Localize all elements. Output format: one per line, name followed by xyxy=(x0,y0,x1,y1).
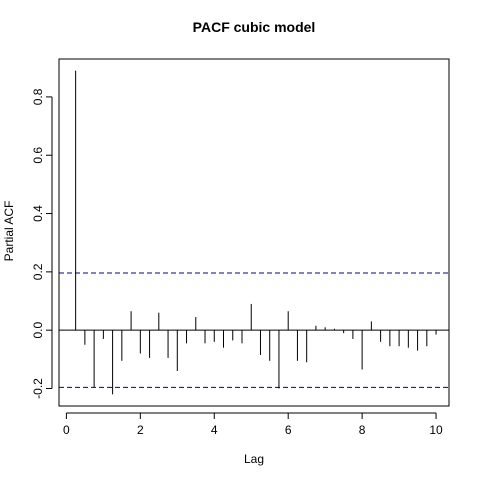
x-axis: 0 2 4 6 8 10 xyxy=(63,412,443,437)
y-axis: -0.2 0.0 0.2 0.4 0.6 0.8 xyxy=(31,88,53,399)
chart-title: PACF cubic model xyxy=(193,19,316,35)
x-tick-label: 6 xyxy=(285,423,292,437)
x-tick-label: 4 xyxy=(211,423,218,437)
x-axis-label: Lag xyxy=(244,452,264,466)
plot-area xyxy=(58,58,450,407)
y-tick-label: 0.4 xyxy=(31,205,45,222)
plot-frame xyxy=(58,58,450,407)
y-tick-label: 0.6 xyxy=(31,147,45,164)
y-tick-label: 0.2 xyxy=(31,263,45,280)
y-tick-label: 0.0 xyxy=(31,322,45,339)
y-tick-label: 0.8 xyxy=(31,88,45,105)
y-tick-label: -0.2 xyxy=(31,378,45,399)
x-tick-label: 10 xyxy=(429,423,443,437)
x-tick-label: 8 xyxy=(359,423,366,437)
y-axis-label: Partial ACF xyxy=(2,201,16,262)
x-tick-label: 0 xyxy=(63,423,70,437)
x-tick-label: 2 xyxy=(137,423,144,437)
